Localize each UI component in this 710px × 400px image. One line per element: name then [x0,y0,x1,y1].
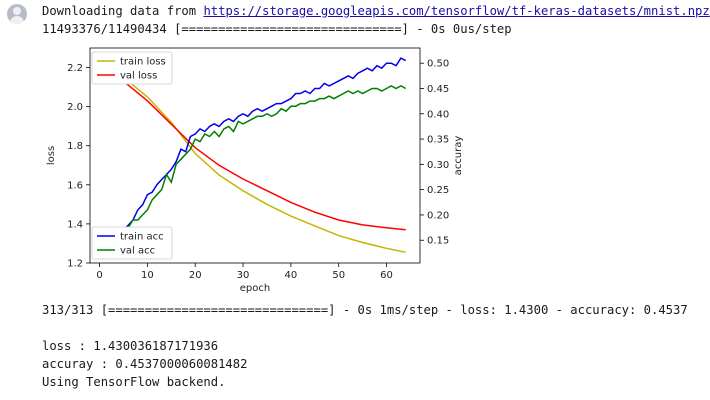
legend-loss: train loss val loss [91,51,173,85]
x-tick-label: 20 [189,270,202,281]
legend-train-acc: train acc [120,232,164,243]
series-line-val-loss [99,59,406,231]
left-tick-label: 2.0 [67,102,83,113]
download-url-link[interactable]: https://storage.googleapis.com/tensorflo… [203,4,710,18]
x-tick-label: 50 [332,270,345,281]
backend-output: Using TensorFlow backend. [42,375,226,389]
legend-acc: train acc val acc [91,226,173,260]
x-axis-label: epoch [240,283,270,294]
legend-val-loss: val loss [120,71,157,82]
right-tick-label: 0.50 [427,59,449,70]
plot-lines [99,53,407,254]
x-tick-label: 0 [96,270,102,281]
left-tick-label: 1.2 [67,259,83,270]
left-tick-label: 1.4 [67,219,83,230]
x-tick-label: 30 [237,270,250,281]
left-tick-label: 1.6 [67,180,83,191]
download-prefix: Downloading data from [42,4,204,18]
y-axis-label-right: accuray [453,136,464,176]
left-tick-label: 1.8 [67,141,83,152]
right-tick-label: 0.45 [427,84,449,95]
legend-loss-box [91,51,173,85]
series-line-val-acc [99,85,407,252]
y-axis-label-left: loss [46,146,57,165]
download-progress: 11493376/11490434 [=====================… [42,22,512,36]
right-tick-label: 0.20 [427,210,449,221]
right-tick-label: 0.30 [427,160,449,171]
avatar-body [10,16,24,24]
eval-progress: 313/313 [==============================]… [42,303,688,317]
accuray-output: accuray : 0.4537000060081482 [42,357,248,371]
x-axis: 0 10 20 30 40 50 60 [96,263,393,281]
left-axis: 1.2 1.4 1.6 1.8 2.0 2.2 [67,63,90,270]
user-avatar-icon [7,4,27,24]
legend-train-loss: train loss [120,57,166,68]
right-axis: 0.15 0.20 0.25 0.30 0.35 0.40 0.45 0.50 [420,59,449,247]
legend-acc-box [91,226,173,260]
x-tick-label: 60 [380,270,393,281]
right-tick-label: 0.25 [427,185,449,196]
right-tick-label: 0.35 [427,135,449,146]
left-tick-label: 2.2 [67,63,83,74]
x-tick-label: 10 [141,270,154,281]
x-tick-label: 40 [285,270,298,281]
legend-val-acc: val acc [120,246,155,257]
right-tick-label: 0.15 [427,236,449,247]
series-line-train-loss [99,53,406,254]
avatar-head [13,7,21,15]
loss-output: loss : 1.430036187171936 [42,339,219,353]
series-line-train-acc [99,57,407,247]
download-line: Downloading data from https://storage.go… [42,4,710,19]
training-chart: 1.21.41.61.82.02.2 0.150.200.250.300.350… [46,47,464,294]
right-tick-label: 0.40 [427,109,449,120]
